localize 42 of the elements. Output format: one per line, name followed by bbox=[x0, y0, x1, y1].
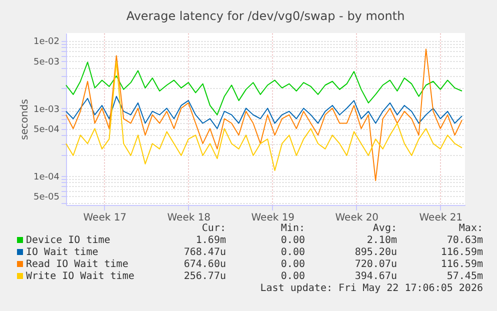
text: 895.20u bbox=[354, 247, 397, 258]
text: 0.00 bbox=[280, 259, 305, 270]
legend-label: Device IO time bbox=[26, 235, 110, 246]
y-tick-label: 5e-04 bbox=[34, 125, 60, 136]
text: 57.45m bbox=[446, 271, 483, 282]
line-series bbox=[66, 96, 462, 130]
text: Avg: bbox=[372, 223, 397, 234]
text: Max: bbox=[458, 223, 483, 234]
text: 0.00 bbox=[280, 235, 305, 246]
line-series bbox=[66, 62, 462, 116]
text: 768.47u bbox=[184, 247, 226, 258]
text: 70.63m bbox=[446, 235, 483, 246]
line-series bbox=[66, 60, 462, 171]
y-tick-label: 1e-03 bbox=[34, 104, 60, 115]
y-axis-title: seconds bbox=[20, 99, 31, 140]
legend-label: Write IO Wait time bbox=[26, 271, 134, 282]
x-tick-label: Week 18 bbox=[167, 212, 211, 224]
y-tick-label: 5e-05 bbox=[34, 192, 60, 203]
text: Min: bbox=[280, 223, 305, 234]
text: Last update: Fri May 22 17:06:05 2026 bbox=[260, 283, 483, 294]
text: 2.10m bbox=[366, 235, 397, 246]
text: 0.00 bbox=[280, 271, 305, 282]
y-tick-label: 5e-03 bbox=[34, 58, 60, 68]
text: 116.59m bbox=[440, 247, 483, 258]
text: 256.77u bbox=[184, 271, 226, 282]
text: 116.59m bbox=[440, 259, 483, 270]
text: 1.69m bbox=[196, 235, 226, 246]
text: 674.60u bbox=[184, 259, 226, 270]
x-tick-label: Week 21 bbox=[419, 212, 463, 224]
x-tick-label: Week 19 bbox=[251, 212, 295, 224]
chart-title: Average latency for /dev/vg0/swap - by month bbox=[126, 9, 405, 23]
y-tick-label: 1e-02 bbox=[34, 37, 60, 48]
text: 394.67u bbox=[354, 271, 397, 282]
x-tick-label: Week 17 bbox=[83, 212, 127, 224]
y-tick-label: 1e-04 bbox=[34, 172, 60, 182]
legend-label: Read IO Wait time bbox=[26, 259, 128, 270]
line-series bbox=[66, 48, 462, 182]
text: 720.07u bbox=[354, 259, 397, 270]
text: 0.00 bbox=[280, 247, 305, 258]
text: Cur: bbox=[202, 223, 226, 234]
legend-label: IO Wait time bbox=[26, 247, 98, 258]
x-tick-label: Week 20 bbox=[335, 212, 379, 224]
